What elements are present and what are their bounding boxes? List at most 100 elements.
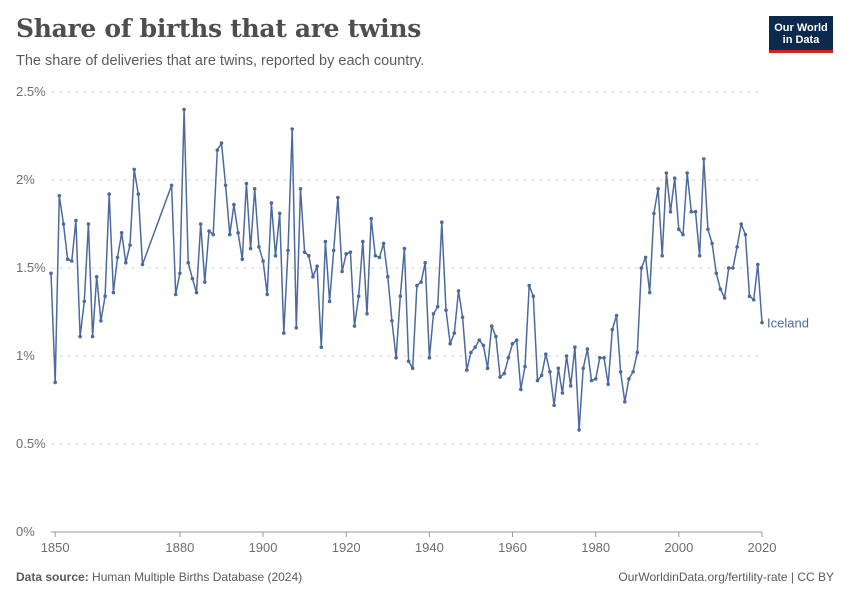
data-point[interactable] xyxy=(514,338,519,343)
data-point[interactable] xyxy=(523,364,527,369)
data-point[interactable] xyxy=(706,227,710,232)
data-point[interactable] xyxy=(207,229,211,233)
series-line-iceland[interactable] xyxy=(50,108,763,431)
data-point[interactable] xyxy=(82,299,87,304)
data-point[interactable] xyxy=(86,222,91,226)
data-point[interactable] xyxy=(352,324,357,328)
data-point[interactable] xyxy=(307,253,311,258)
data-point[interactable] xyxy=(556,366,561,371)
data-point[interactable] xyxy=(747,294,752,299)
data-point[interactable] xyxy=(369,216,374,221)
data-point[interactable] xyxy=(410,366,415,371)
data-point[interactable] xyxy=(539,373,544,378)
data-point[interactable] xyxy=(473,345,477,350)
data-point[interactable] xyxy=(756,262,760,267)
data-point[interactable] xyxy=(336,195,340,200)
data-point[interactable] xyxy=(128,243,132,247)
data-point[interactable] xyxy=(398,294,403,299)
data-point[interactable] xyxy=(169,183,174,188)
data-point[interactable] xyxy=(381,241,386,246)
data-point[interactable] xyxy=(107,192,111,196)
data-point[interactable] xyxy=(232,202,236,207)
data-point[interactable] xyxy=(668,209,673,214)
data-point[interactable] xyxy=(506,356,511,360)
data-point[interactable] xyxy=(252,187,257,191)
data-point[interactable] xyxy=(49,271,53,276)
series-label-iceland[interactable]: Iceland xyxy=(767,316,809,331)
data-point[interactable] xyxy=(448,341,453,346)
owid-logo[interactable]: Our World in Data xyxy=(769,16,833,53)
data-point[interactable] xyxy=(90,334,95,339)
data-point[interactable] xyxy=(739,222,743,226)
data-point[interactable] xyxy=(702,157,706,161)
data-point[interactable] xyxy=(544,352,548,357)
data-point[interactable] xyxy=(70,259,74,263)
data-point[interactable] xyxy=(743,232,748,237)
data-point[interactable] xyxy=(203,280,207,284)
data-point[interactable] xyxy=(132,167,136,172)
data-point[interactable] xyxy=(602,356,606,360)
data-point[interactable] xyxy=(402,246,407,251)
data-point[interactable] xyxy=(294,326,299,330)
data-point[interactable] xyxy=(248,246,253,251)
data-point[interactable] xyxy=(664,171,669,175)
data-point[interactable] xyxy=(593,377,598,381)
data-point[interactable] xyxy=(731,266,735,270)
data-point[interactable] xyxy=(710,241,714,246)
data-point[interactable] xyxy=(440,220,444,224)
data-point[interactable] xyxy=(219,141,224,145)
data-point[interactable] xyxy=(361,239,365,244)
data-point[interactable] xyxy=(186,260,190,265)
data-point[interactable] xyxy=(618,370,623,374)
data-point[interactable] xyxy=(419,280,423,284)
data-point[interactable] xyxy=(465,368,469,372)
data-point[interactable] xyxy=(456,289,461,293)
data-point[interactable] xyxy=(348,250,353,254)
data-point[interactable] xyxy=(265,292,270,297)
data-point[interactable] xyxy=(444,308,448,313)
data-point[interactable] xyxy=(331,248,336,253)
data-point[interactable] xyxy=(568,384,573,388)
data-point[interactable] xyxy=(386,275,390,279)
data-point[interactable] xyxy=(647,290,652,295)
data-point[interactable] xyxy=(598,356,602,360)
data-point[interactable] xyxy=(726,266,731,270)
data-point[interactable] xyxy=(315,264,319,269)
data-point[interactable] xyxy=(573,345,577,350)
data-point[interactable] xyxy=(74,218,78,223)
data-point[interactable] xyxy=(535,378,540,383)
data-point[interactable] xyxy=(606,382,610,387)
data-point[interactable] xyxy=(182,107,186,112)
data-point[interactable] xyxy=(286,248,290,253)
data-point[interactable] xyxy=(211,232,215,237)
data-point[interactable] xyxy=(377,255,382,260)
data-point[interactable] xyxy=(302,250,307,254)
data-point[interactable] xyxy=(319,345,324,350)
data-point[interactable] xyxy=(269,201,274,205)
data-point[interactable] xyxy=(236,231,240,235)
data-point[interactable] xyxy=(760,320,764,325)
data-point[interactable] xyxy=(406,359,411,364)
data-point[interactable] xyxy=(124,260,128,265)
data-point[interactable] xyxy=(460,315,465,320)
data-point[interactable] xyxy=(115,255,120,260)
data-point[interactable] xyxy=(577,428,581,432)
data-point[interactable] xyxy=(223,183,228,188)
data-point[interactable] xyxy=(65,257,70,262)
data-point[interactable] xyxy=(111,290,116,295)
data-point[interactable] xyxy=(190,276,195,281)
data-point[interactable] xyxy=(718,287,723,291)
data-point[interactable] xyxy=(581,366,585,371)
data-point[interactable] xyxy=(714,271,719,276)
data-point[interactable] xyxy=(564,354,569,358)
data-point[interactable] xyxy=(178,271,182,276)
data-point[interactable] xyxy=(103,294,107,299)
footer-link[interactable]: OurWorldinData.org/fertility-rate | CC B… xyxy=(618,570,834,584)
data-point[interactable] xyxy=(327,299,332,304)
data-point[interactable] xyxy=(681,232,685,237)
data-point[interactable] xyxy=(194,290,199,295)
data-point[interactable] xyxy=(627,377,631,381)
data-point[interactable] xyxy=(277,211,282,216)
data-point[interactable] xyxy=(290,127,295,131)
data-point[interactable] xyxy=(631,370,635,374)
